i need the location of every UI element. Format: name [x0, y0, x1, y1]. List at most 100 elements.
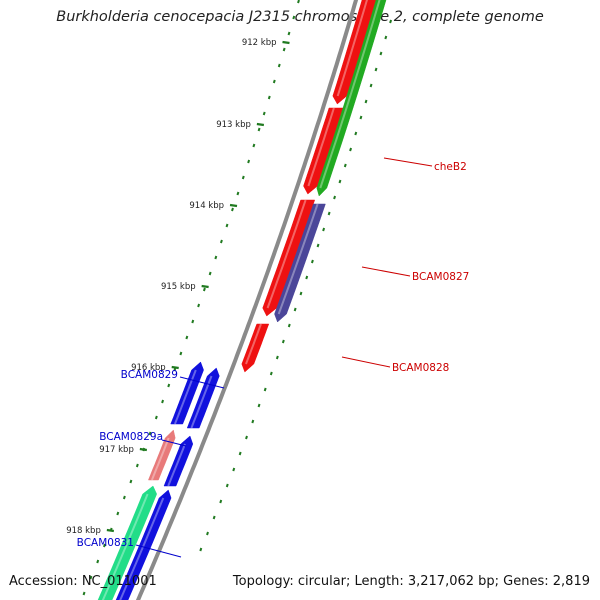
map-title: Burkholderia cenocepacia J2315 chromosom…: [56, 9, 544, 25]
ruler-tick-label: 914 kbp: [189, 201, 224, 211]
ruler-minor-tick: [191, 319, 195, 324]
ruler-minor-tick: [364, 99, 368, 104]
gene-red-2-shade: [307, 107, 335, 187]
ruler-minor-tick: [293, 307, 297, 312]
gene-label[interactable]: BCAM0829a: [99, 431, 163, 443]
topology-summary: Topology: circular; Length: 3,217,062 bp…: [232, 574, 590, 589]
ruler-minor-tick: [167, 383, 171, 388]
ruler-minor-tick: [148, 431, 152, 436]
ruler-minor-tick: [252, 143, 256, 148]
ruler: 912 kbp 913 kbp 914 kbp 915 kbp 916 kbp 917 k…: [66, 0, 393, 596]
ruler-minor-tick: [267, 95, 271, 100]
ruler-minor-tick: [96, 559, 100, 564]
ruler-major-tick: [256, 122, 265, 127]
gene-pink: [148, 429, 176, 481]
ruler-major-tick: [229, 203, 238, 208]
gene-label-leader: [179, 376, 225, 389]
ruler-minor-tick: [263, 387, 267, 392]
ruler-minor-tick: [247, 159, 251, 164]
ruler-minor-tick: [219, 499, 223, 504]
ruler-major-tick: [282, 40, 290, 45]
ruler-minor-tick: [272, 79, 276, 84]
gene-purple-shade: [277, 203, 319, 315]
ruler-minor-tick: [206, 531, 209, 536]
gene-labels: cheB2 BCAM0827 BCAM0828 BCAM0829 BCAM0829a BC…: [77, 157, 469, 558]
gene-blue-3: [163, 435, 194, 487]
ruler-minor-tick: [322, 227, 326, 232]
ruler-tick-label: 918 kbp: [66, 526, 101, 536]
ruler-tick-label: 912 kbp: [242, 38, 277, 48]
gene-tracks: [97, 0, 387, 600]
gene-label[interactable]: BCAM0831: [77, 537, 134, 549]
ruler-minor-tick: [208, 271, 212, 276]
ruler-minor-tick: [369, 83, 373, 88]
gene-label[interactable]: BCAM0829: [121, 369, 178, 381]
ruler-minor-tick: [349, 147, 353, 152]
ruler-minor-tick: [89, 575, 93, 580]
gene-blue-4: [115, 489, 172, 600]
ruler-tick-label: 917 kbp: [99, 445, 134, 455]
accession-text: Accession: NC_011001: [9, 574, 157, 589]
ruler-minor-tick: [359, 115, 363, 120]
ruler-minor-tick: [297, 0, 300, 4]
ruler-minor-tick: [238, 451, 242, 456]
ruler-minor-tick: [389, 19, 393, 24]
ruler-minor-tick: [257, 127, 261, 132]
ruler-minor-tick: [269, 371, 273, 376]
ruler-major-tick: [171, 365, 179, 370]
ruler-minor-tick: [281, 339, 285, 344]
gene-blue-3-shade: [167, 443, 186, 487]
gene-pink-shade: [150, 437, 170, 481]
ruler-minor-tick: [287, 323, 291, 328]
gene-label-leader: [161, 439, 187, 447]
ruler-minor-tick: [292, 15, 296, 20]
ruler-minor-tick: [354, 131, 358, 136]
backbone: [135, 0, 359, 600]
ruler-minor-tick: [333, 195, 337, 200]
gene-red-1-shade: [336, 0, 368, 97]
ruler-minor-tick: [310, 259, 314, 264]
ruler-minor-tick: [287, 31, 291, 36]
ruler-minor-tick: [161, 399, 165, 404]
ruler-minor-tick: [305, 275, 309, 280]
ruler-minor-tick: [154, 415, 158, 420]
gene-label[interactable]: BCAM0827: [412, 271, 469, 283]
ruler-minor-tick: [135, 463, 139, 468]
ruler-minor-tick: [282, 47, 286, 52]
ruler-major-tick: [139, 447, 148, 452]
ruler-minor-tick: [277, 63, 281, 68]
gene-label-leader: [383, 157, 433, 167]
ruler-minor-tick: [232, 467, 236, 472]
ruler-major-tick: [106, 528, 115, 533]
ruler-minor-tick: [327, 211, 331, 216]
gene-label[interactable]: cheB2: [434, 161, 467, 173]
ruler-minor-tick: [251, 419, 255, 424]
ruler-minor-tick: [185, 335, 189, 340]
gene-green-shade: [319, 0, 381, 189]
ruler-minor-tick: [338, 179, 342, 184]
ruler-minor-tick: [374, 67, 378, 72]
ruler-minor-tick: [129, 479, 133, 484]
gene-blue-2-shade: [190, 375, 213, 429]
gene-teal-shade: [101, 493, 149, 600]
ruler-minor-tick: [379, 51, 383, 56]
ruler-minor-tick: [316, 243, 320, 248]
gene-blue-1-shade: [173, 369, 197, 425]
gene-teal: [97, 485, 157, 600]
gene-label-leader: [135, 544, 182, 558]
gene-green: [316, 0, 387, 197]
ruler-minor-tick: [179, 351, 183, 356]
gene-label[interactable]: BCAM0828: [392, 362, 449, 374]
gene-label-leader: [341, 356, 391, 368]
ruler-minor-tick: [202, 287, 206, 292]
ruler-tick-label: 916 kbp: [131, 363, 166, 373]
backbone-line: [135, 0, 359, 600]
ruler-minor-tick: [299, 291, 303, 296]
ruler-minor-tick: [225, 483, 229, 488]
gene-red-4: [241, 323, 270, 373]
ruler-minor-tick: [103, 543, 106, 548]
gene-blue-4-shade: [119, 497, 165, 600]
ruler-major-tick: [201, 284, 209, 289]
ruler-tick-label: 915 kbp: [161, 282, 196, 292]
